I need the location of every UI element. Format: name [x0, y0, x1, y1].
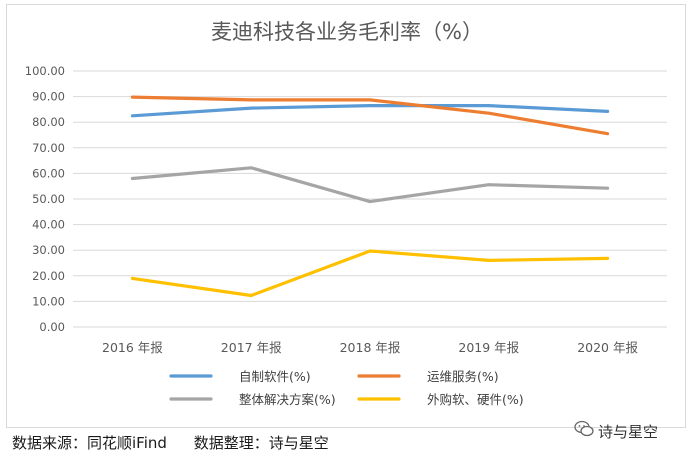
x-axis-ticks: 2016 年报 2017 年报 2018 年报 2019 年报 2020 年报 — [102, 340, 638, 355]
legend-label: 整体解决方案(%) — [239, 392, 336, 407]
y-axis-ticks: 0.00 10.00 20.00 30.00 40.00 50.00 60.00 70.00 8… — [25, 64, 65, 334]
series-line-1 — [130, 103, 610, 118]
line-chart: 麦迪科技各业务毛利率（%） 0.00 10.00 20.00 30.00 40.00 50… — [25, 20, 667, 407]
chart-title: 麦迪科技各业务毛利率（%） — [211, 20, 483, 44]
y-tick-label: 90.00 — [32, 90, 65, 104]
series-line-2 — [130, 95, 610, 136]
x-tick-label: 2019 年报 — [458, 340, 519, 355]
data-source-text: 数据来源：同花顺iFind — [12, 434, 167, 452]
chart-frame: 麦迪科技各业务毛利率（%） 0.00 10.00 20.00 30.00 40.00 50… — [6, 4, 686, 428]
legend: 自制软件(%) 运维服务(%) 整体解决方案(%) 外购软、硬件(%) — [169, 369, 524, 407]
footer-source: 数据来源：同花顺iFind 数据整理：诗与星空 — [12, 432, 351, 453]
x-tick-label: 2020 年报 — [577, 340, 638, 355]
series-lines — [130, 95, 610, 298]
y-tick-label: 70.00 — [32, 141, 65, 155]
series-line-4 — [130, 249, 610, 298]
x-tick-label: 2018 年报 — [340, 340, 401, 355]
watermark-text: 诗与星空 — [598, 422, 659, 441]
y-tick-label: 0.00 — [39, 320, 65, 334]
y-tick-label: 60.00 — [32, 166, 65, 180]
x-tick-label: 2016 年报 — [102, 340, 163, 355]
watermark: 诗与星空 — [574, 420, 658, 442]
y-tick-label: 20.00 — [32, 269, 65, 283]
data-organizer-text: 数据整理：诗与星空 — [193, 434, 329, 452]
y-tick-label: 80.00 — [32, 115, 65, 129]
wechat-icon — [574, 420, 594, 442]
legend-label: 外购软、硬件(%) — [427, 392, 524, 407]
y-tick-label: 40.00 — [32, 218, 65, 232]
y-tick-label: 50.00 — [32, 192, 65, 206]
y-tick-label: 10.00 — [32, 294, 65, 308]
y-tick-label: 100.00 — [25, 64, 65, 78]
legend-label: 运维服务(%) — [427, 369, 499, 384]
series-line-3 — [130, 166, 610, 204]
x-tick-label: 2017 年报 — [221, 340, 282, 355]
legend-label: 自制软件(%) — [239, 369, 311, 384]
y-tick-label: 30.00 — [32, 243, 65, 257]
